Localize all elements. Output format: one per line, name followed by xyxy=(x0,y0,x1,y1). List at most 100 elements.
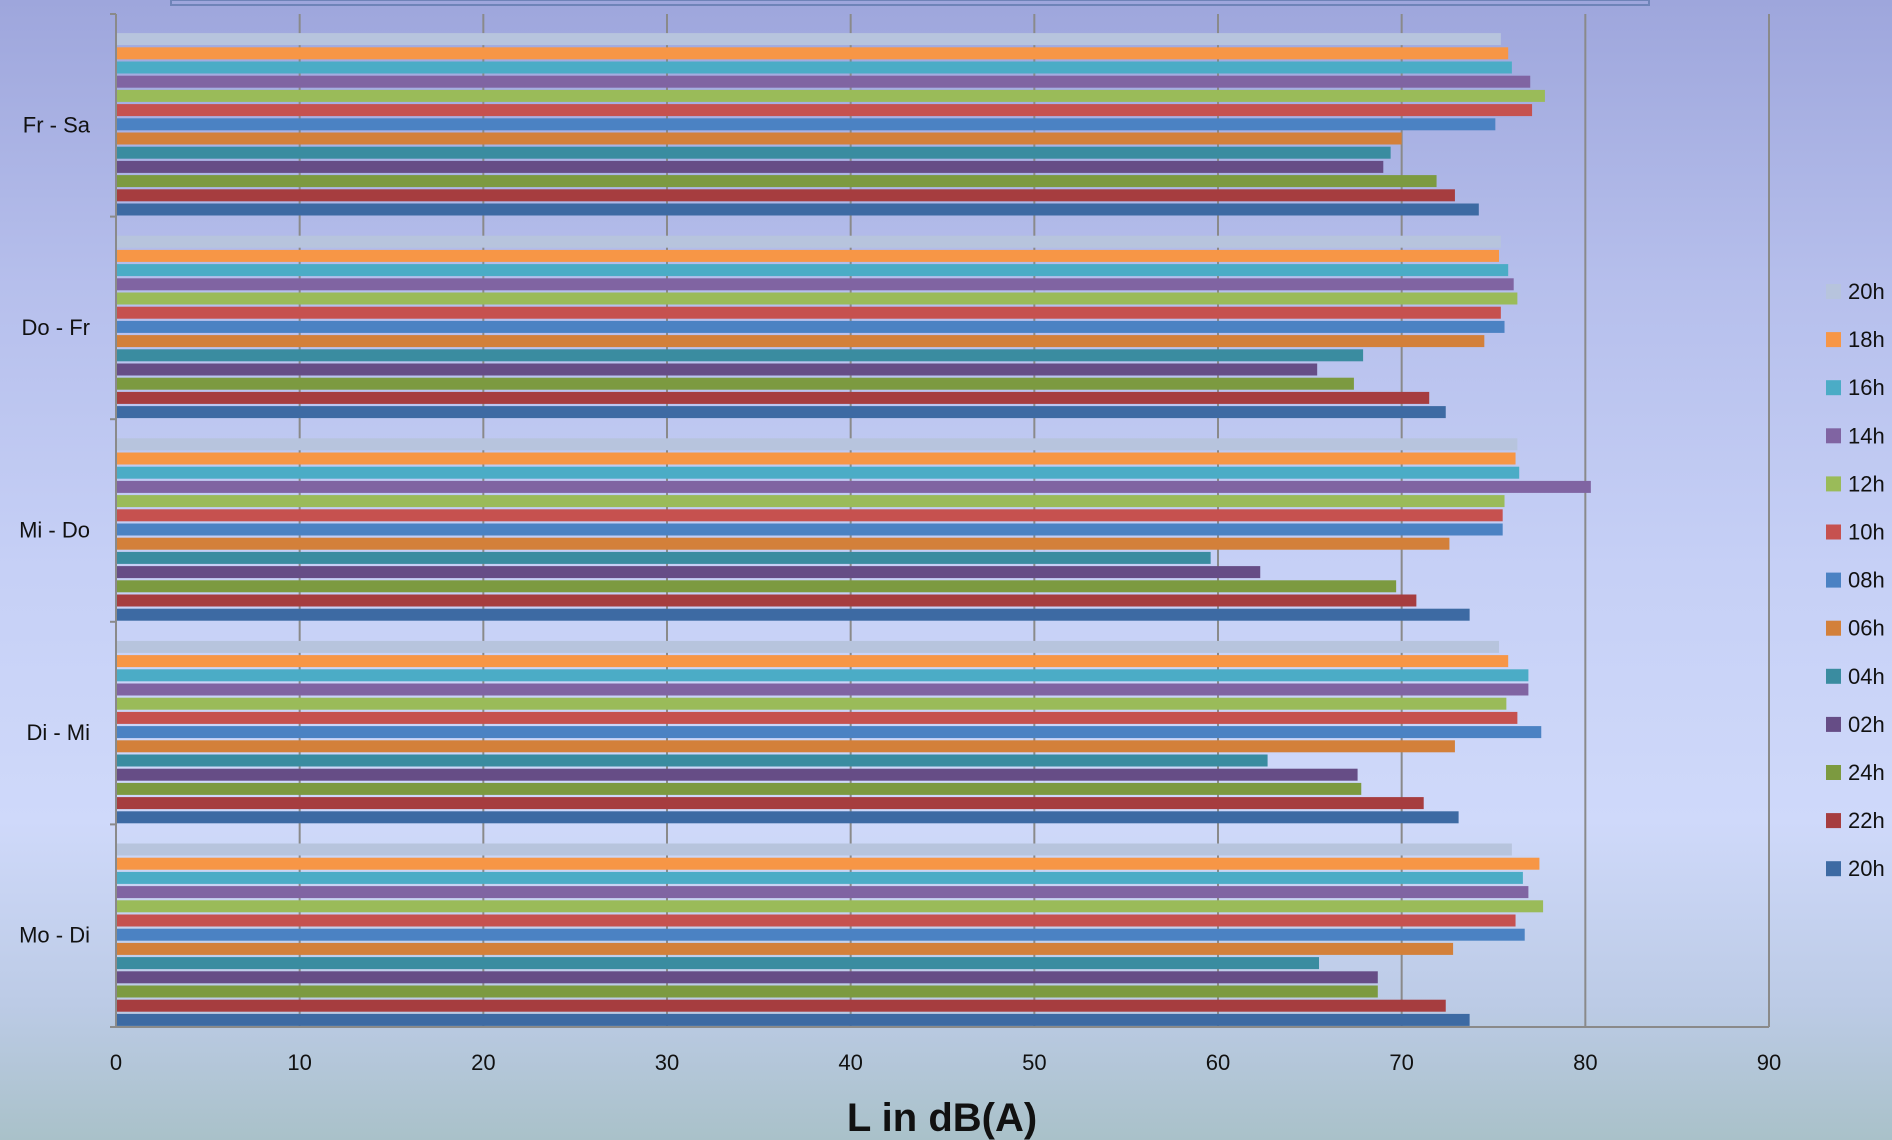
legend-label: 08h xyxy=(1848,568,1885,593)
bar-12h-Mi-Do xyxy=(117,495,1505,508)
bar-22h-Mo-Di xyxy=(117,999,1446,1012)
bar-20h-Mo-Di xyxy=(117,1013,1470,1026)
legend-label: 20h xyxy=(1848,856,1885,881)
legend-label: 20h xyxy=(1848,279,1885,304)
bar-16h-Do-Fr xyxy=(117,264,1509,277)
x-tick-label: 90 xyxy=(1757,1050,1781,1075)
bar-24h-Do-Fr xyxy=(117,377,1354,390)
x-tick-label: 60 xyxy=(1206,1050,1230,1075)
bar-06h-Mi-Do xyxy=(117,537,1450,550)
x-tick-label: 70 xyxy=(1389,1050,1413,1075)
legend-label: 02h xyxy=(1848,712,1885,737)
bar-20h-Do-Fr xyxy=(117,235,1501,248)
legend-swatch-24h xyxy=(1826,765,1841,780)
legend: 20h 18h 16h 14h 12h 10h 08h 06h 04h 02h 24h 22h 20h xyxy=(1826,279,1885,881)
bar-12h-Di-Mi xyxy=(117,697,1507,710)
bar-02h-Do-Fr xyxy=(117,363,1318,376)
category-label: Di - Mi xyxy=(26,720,90,745)
bar-06h-Fr-Sa xyxy=(117,132,1402,145)
x-tick-label: 20 xyxy=(471,1050,495,1075)
bar-16h-Mi-Do xyxy=(117,466,1520,479)
bar-20h-Mi-Do xyxy=(117,438,1518,451)
bars xyxy=(117,33,1591,1026)
bar-22h-Fr-Sa xyxy=(117,189,1455,202)
bar-16h-Di-Mi xyxy=(117,669,1529,682)
bar-10h-Mi-Do xyxy=(117,509,1503,522)
x-tick-label: 80 xyxy=(1573,1050,1597,1075)
legend-swatch-02h xyxy=(1826,716,1841,732)
bar-20h-Di-Mi xyxy=(117,640,1500,653)
legend-label: 18h xyxy=(1848,327,1885,352)
legend-label: 16h xyxy=(1848,375,1885,400)
legend-swatch-04h xyxy=(1826,668,1841,684)
legend-swatch-06h xyxy=(1826,620,1841,636)
bar-18h-Mi-Do xyxy=(117,452,1516,465)
bar-10h-Mo-Di xyxy=(117,914,1516,927)
x-axis-title: L in dB(A) xyxy=(847,1096,1037,1140)
bar-24h-Mi-Do xyxy=(117,580,1397,593)
bar-06h-Di-Mi xyxy=(117,740,1455,753)
bar-10h-Di-Mi xyxy=(117,711,1518,724)
bar-24h-Fr-Sa xyxy=(117,175,1437,188)
legend-swatch-20h xyxy=(1826,284,1841,299)
bar-20h-Mo-Di xyxy=(117,843,1512,856)
bar-14h-Di-Mi xyxy=(117,683,1529,696)
legend-swatch-12h xyxy=(1826,476,1841,492)
x-tick-label: 40 xyxy=(838,1050,862,1075)
legend-swatch-14h xyxy=(1826,428,1841,444)
bar-08h-Do-Fr xyxy=(117,320,1505,333)
legend-swatch-20h xyxy=(1826,861,1841,877)
legend-swatch-08h xyxy=(1826,572,1841,588)
bar-20h-Di-Mi xyxy=(117,811,1459,824)
bar-18h-Do-Fr xyxy=(117,249,1500,262)
legend-swatch-18h xyxy=(1826,332,1841,348)
legend-label: 06h xyxy=(1848,616,1885,641)
bar-20h-Fr-Sa xyxy=(117,203,1479,216)
bar-20h-Mi-Do xyxy=(117,608,1470,621)
bar-04h-Fr-Sa xyxy=(117,146,1391,159)
bar-08h-Mi-Do xyxy=(117,523,1503,536)
legend-label: 22h xyxy=(1848,808,1885,833)
bar-10h-Do-Fr xyxy=(117,306,1501,319)
bar-12h-Mo-Di xyxy=(117,900,1544,913)
bar-14h-Fr-Sa xyxy=(117,75,1531,88)
bar-02h-Mi-Do xyxy=(117,566,1261,579)
legend-label: 10h xyxy=(1848,520,1885,545)
bar-14h-Mi-Do xyxy=(117,480,1591,493)
x-tick-label: 0 xyxy=(110,1050,122,1075)
bar-14h-Do-Fr xyxy=(117,278,1514,291)
bar-20h-Do-Fr xyxy=(117,406,1446,419)
legend-label: 04h xyxy=(1848,664,1885,689)
bar-02h-Di-Mi xyxy=(117,768,1358,781)
category-label: Do - Fr xyxy=(22,315,90,340)
bar-24h-Mo-Di xyxy=(117,985,1378,998)
x-tick-label: 50 xyxy=(1022,1050,1046,1075)
bar-02h-Mo-Di xyxy=(117,971,1378,984)
bar-04h-Mi-Do xyxy=(117,551,1211,564)
plot-frame xyxy=(170,0,1650,6)
bar-06h-Do-Fr xyxy=(117,335,1485,348)
bar-04h-Do-Fr xyxy=(117,349,1364,362)
bar-12h-Fr-Sa xyxy=(117,89,1545,102)
bar-12h-Do-Fr xyxy=(117,292,1518,305)
bar-18h-Di-Mi xyxy=(117,655,1509,668)
bar-22h-Di-Mi xyxy=(117,797,1424,810)
bar-18h-Fr-Sa xyxy=(117,47,1509,60)
category-label: Mo - Di xyxy=(19,923,90,948)
bar-22h-Do-Fr xyxy=(117,391,1430,404)
bar-08h-Di-Mi xyxy=(117,726,1542,739)
bar-22h-Mi-Do xyxy=(117,594,1417,607)
bar-06h-Mo-Di xyxy=(117,942,1454,955)
legend-label: 24h xyxy=(1848,760,1885,785)
category-label: Fr - Sa xyxy=(23,112,91,137)
bar-24h-Di-Mi xyxy=(117,782,1362,795)
x-tick-label: 30 xyxy=(655,1050,679,1075)
bar-02h-Fr-Sa xyxy=(117,160,1384,173)
bar-08h-Mo-Di xyxy=(117,928,1525,941)
bar-08h-Fr-Sa xyxy=(117,118,1496,131)
bar-16h-Fr-Sa xyxy=(117,61,1512,74)
bar-14h-Mo-Di xyxy=(117,886,1529,899)
category-labels: Mo - Di Di - Mi Mi - Do Do - Fr Fr - Sa xyxy=(19,112,91,947)
x-tick-label: 10 xyxy=(287,1050,311,1075)
